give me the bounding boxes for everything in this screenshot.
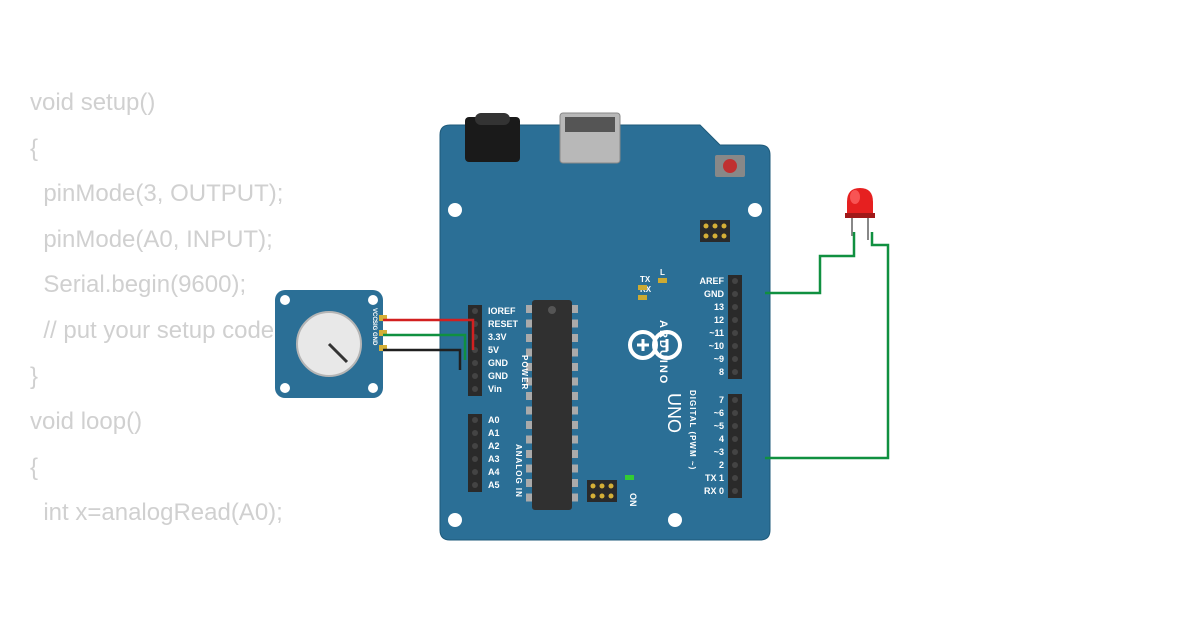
svg-text:GND: GND [488, 358, 509, 368]
svg-text:2: 2 [719, 460, 724, 470]
svg-text:A5: A5 [488, 480, 500, 490]
svg-text:13: 13 [714, 302, 724, 312]
svg-text:ON: ON [628, 493, 638, 507]
svg-text:TX 1: TX 1 [705, 473, 724, 483]
svg-text:DIGITAL (PWM ~): DIGITAL (PWM ~) [688, 390, 697, 470]
svg-text:4: 4 [719, 434, 724, 444]
svg-text:A4: A4 [488, 467, 500, 477]
svg-text:7: 7 [719, 395, 724, 405]
svg-text:~3: ~3 [714, 447, 724, 457]
svg-text:UNO: UNO [664, 393, 684, 433]
potentiometer-module: VCCSIGGND [275, 290, 387, 398]
svg-text:~10: ~10 [709, 341, 724, 351]
led [845, 188, 875, 240]
svg-text:A3: A3 [488, 454, 500, 464]
svg-text:3.3V: 3.3V [488, 332, 507, 342]
svg-text:IOREF: IOREF [488, 306, 516, 316]
svg-text:ANALOG IN: ANALOG IN [514, 444, 523, 498]
svg-text:SIG: SIG [371, 320, 377, 331]
svg-text:12: 12 [714, 315, 724, 325]
svg-text:~6: ~6 [714, 408, 724, 418]
svg-text:ARDUINO: ARDUINO [657, 320, 669, 385]
svg-text:A1: A1 [488, 428, 500, 438]
svg-text:RX 0: RX 0 [704, 486, 724, 496]
svg-text:TX: TX [640, 275, 651, 284]
svg-text:GND: GND [704, 289, 725, 299]
svg-text:~5: ~5 [714, 421, 724, 431]
svg-text:Vin: Vin [488, 384, 502, 394]
svg-text:GND: GND [488, 371, 509, 381]
svg-text:RESET: RESET [488, 319, 519, 329]
svg-text:~11: ~11 [709, 328, 724, 338]
svg-text:L: L [660, 268, 665, 277]
svg-text:~9: ~9 [714, 354, 724, 364]
circuit-diagram: IOREF RESET 3.3V 5V GND GND Vin POWER A0 A1 A2 A3 A4… [0, 0, 1200, 630]
svg-text:A0: A0 [488, 415, 500, 425]
arduino-uno: IOREF RESET 3.3V 5V GND GND Vin POWER A0 A1 A2 A3 A4… [440, 113, 770, 540]
svg-text:AREF: AREF [700, 276, 725, 286]
svg-text:8: 8 [719, 367, 724, 377]
svg-text:GND: GND [371, 332, 377, 346]
svg-text:A2: A2 [488, 441, 500, 451]
svg-text:POWER: POWER [520, 355, 529, 390]
svg-text:5V: 5V [488, 345, 499, 355]
